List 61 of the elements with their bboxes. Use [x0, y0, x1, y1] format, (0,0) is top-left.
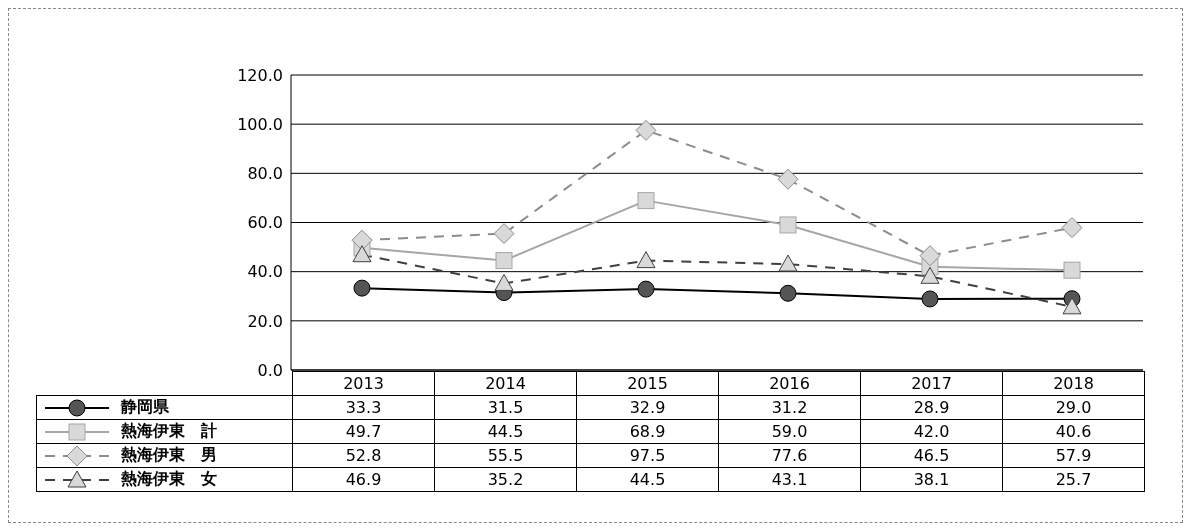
- y-tick-label: 100.0: [237, 114, 283, 134]
- point: [637, 280, 655, 298]
- point: [779, 216, 797, 234]
- data-label: 32.9: [576, 395, 719, 420]
- point: [919, 245, 941, 267]
- x-tick-label: 2017: [860, 371, 1003, 396]
- point: [636, 251, 656, 269]
- data-label: 31.2: [718, 395, 861, 420]
- data-label: 28.9: [860, 395, 1003, 420]
- data-label: 43.1: [718, 467, 861, 492]
- point: [1061, 217, 1083, 239]
- x-tick-label: 2013: [292, 371, 435, 396]
- data-label: 68.9: [576, 419, 719, 444]
- data-label: 46.9: [292, 467, 435, 492]
- data-label: 44.5: [434, 419, 577, 444]
- point: [778, 254, 798, 272]
- data-label: 33.3: [292, 395, 435, 420]
- point: [1062, 297, 1082, 315]
- data-label: 57.9: [1002, 443, 1145, 468]
- data-label: 29.0: [1002, 395, 1145, 420]
- point: [494, 273, 514, 291]
- data-label: 49.7: [292, 419, 435, 444]
- data-label: 46.5: [860, 443, 1003, 468]
- point: [352, 245, 372, 263]
- point: [495, 252, 513, 270]
- y-tick-label: 80.0: [247, 164, 283, 184]
- point: [920, 266, 940, 284]
- x-tick-label: 2016: [718, 371, 861, 396]
- point: [777, 168, 799, 190]
- point: [635, 119, 657, 141]
- point: [353, 279, 371, 297]
- x-tick-label: 2018: [1002, 371, 1145, 396]
- data-label: 25.7: [1002, 467, 1145, 492]
- data-label: 38.1: [860, 467, 1003, 492]
- point: [779, 284, 797, 302]
- data-label: 59.0: [718, 419, 861, 444]
- data-label: 40.6: [1002, 419, 1145, 444]
- data-label: 97.5: [576, 443, 719, 468]
- y-tick-label: 20.0: [247, 311, 283, 331]
- data-label: 44.5: [576, 467, 719, 492]
- legend-label: 熱海伊東 計: [121, 421, 217, 440]
- point: [493, 223, 515, 245]
- point: [637, 192, 655, 210]
- data-label: 35.2: [434, 467, 577, 492]
- x-tick-label: 2014: [434, 371, 577, 396]
- data-label: 31.5: [434, 395, 577, 420]
- data-label: 42.0: [860, 419, 1003, 444]
- data-label: 52.8: [292, 443, 435, 468]
- legend-label: 熱海伊東 女: [121, 469, 217, 488]
- y-tick-label: 0.0: [257, 360, 283, 380]
- legend-label: 熱海伊東 男: [121, 445, 217, 464]
- data-label: 77.6: [718, 443, 861, 468]
- data-label: 55.5: [434, 443, 577, 468]
- legend-label: 静岡県: [121, 397, 169, 416]
- y-tick-label: 120.0: [237, 65, 283, 85]
- point: [921, 290, 939, 308]
- point: [1063, 261, 1081, 279]
- point: [351, 229, 373, 251]
- y-tick-label: 40.0: [247, 262, 283, 282]
- y-tick-label: 60.0: [247, 213, 283, 233]
- x-tick-label: 2015: [576, 371, 719, 396]
